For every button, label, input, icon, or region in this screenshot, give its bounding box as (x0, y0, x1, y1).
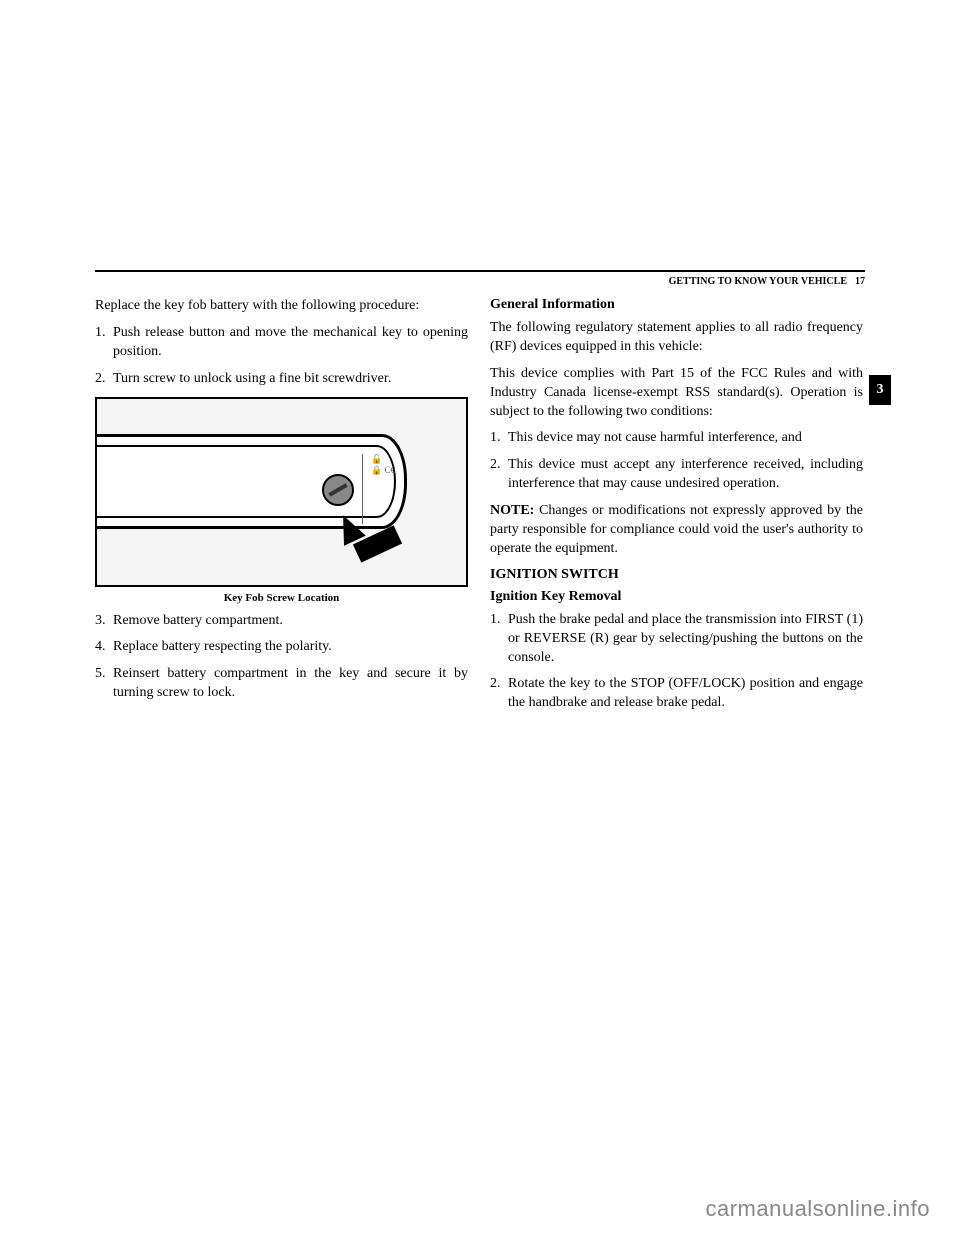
ignition-key-removal-heading: Ignition Key Removal (490, 589, 863, 605)
right-column: General Information The following regula… (490, 297, 863, 721)
screw-icon (322, 474, 354, 506)
chapter-tab: 3 (869, 375, 891, 405)
two-column-layout: Replace the key fob battery with the fol… (95, 297, 865, 721)
section-title: GETTING TO KNOW YOUR VEHICLE (669, 276, 847, 287)
step-item: Reinsert battery compartment in the key … (95, 665, 468, 703)
pointer-arrow (337, 514, 361, 542)
fob-icons-panel: 🔓🔒 C€ (362, 454, 432, 524)
page-number: 17 (855, 276, 865, 287)
ignition-step: Push the brake pedal and place the trans… (490, 611, 863, 668)
note-paragraph: NOTE: Changes or modifications not expre… (490, 502, 863, 559)
note-body: Changes or modifications not expressly a… (490, 503, 863, 556)
ignition-steps-list: Push the brake pedal and place the trans… (490, 611, 863, 713)
left-column: Replace the key fob battery with the fol… (95, 297, 468, 721)
page-header: GETTING TO KNOW YOUR VEHICLE 17 (95, 276, 865, 287)
steps-list-1: Push release button and move the mechani… (95, 324, 468, 389)
condition-item: This device must accept any interference… (490, 456, 863, 494)
watermark-text: carmanualsonline.info (705, 1196, 930, 1222)
note-label: NOTE: (490, 503, 534, 518)
conditions-list: This device may not cause harmful interf… (490, 429, 863, 494)
steps-list-2: Remove battery compartment. Replace batt… (95, 612, 468, 704)
intro-text: Replace the key fob battery with the fol… (95, 297, 468, 316)
fcc-text: This device complies with Part 15 of the… (490, 365, 863, 422)
screw-slot (328, 483, 347, 496)
step-item: Replace battery respecting the polarity. (95, 638, 468, 657)
step-item: Remove battery compartment. (95, 612, 468, 631)
page-container: GETTING TO KNOW YOUR VEHICLE 17 3 Replac… (95, 270, 865, 970)
key-fob-figure: 🔓🔒 C€ (95, 397, 468, 587)
regulatory-intro: The following regulatory statement appli… (490, 319, 863, 357)
general-info-heading: General Information (490, 297, 863, 313)
ignition-switch-heading: IGNITION SWITCH (490, 567, 863, 583)
ignition-step: Rotate the key to the STOP (OFF/LOCK) po… (490, 675, 863, 713)
step-item: Push release button and move the mechani… (95, 324, 468, 362)
header-rule (95, 270, 865, 272)
figure-caption: Key Fob Screw Location (95, 592, 468, 604)
condition-item: This device may not cause harmful interf… (490, 429, 863, 448)
step-item: Turn screw to unlock using a fine bit sc… (95, 370, 468, 389)
